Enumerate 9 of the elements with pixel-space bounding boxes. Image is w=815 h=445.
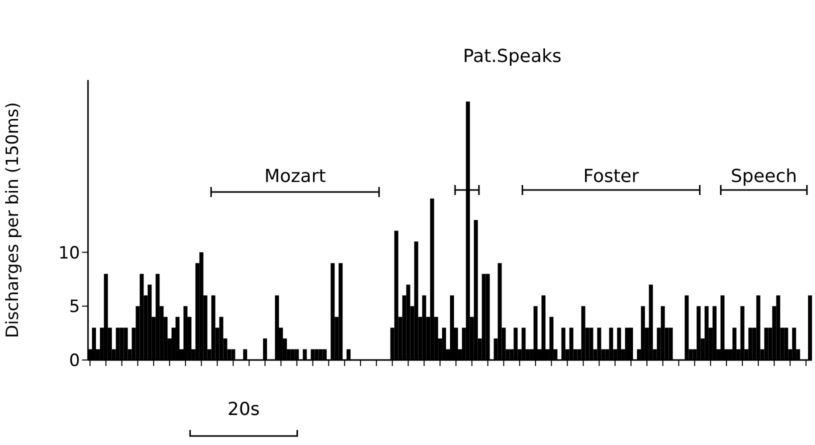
text: 20s [228,399,260,420]
y-axis-title: Discharges per bin (150ms) [3,102,24,338]
y-tick-label: 10 [58,243,80,264]
y-tick-label: 5 [69,297,80,318]
annotation: Foster [583,166,640,187]
annotation: Mozart [264,166,326,187]
text: Pat.Speaks [462,46,562,67]
annotation: Speech [730,166,798,187]
y-tick-label: 0 [69,351,80,372]
